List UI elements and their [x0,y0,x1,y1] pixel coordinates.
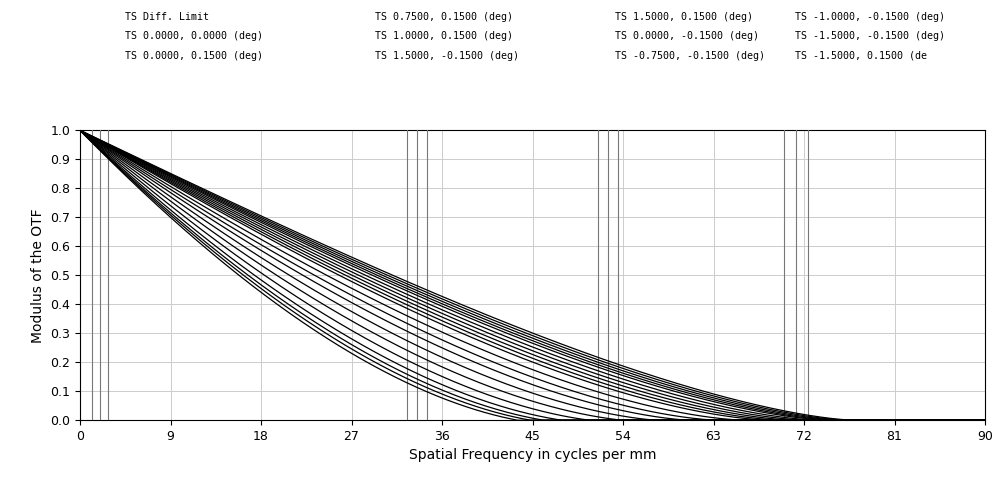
Text: TS 0.0000, -0.1500 (deg): TS 0.0000, -0.1500 (deg) [615,31,759,42]
Text: TS 1.5000, 0.1500 (deg): TS 1.5000, 0.1500 (deg) [615,12,753,22]
Text: TS Diff. Limit: TS Diff. Limit [125,12,209,22]
Text: TS -0.7500, -0.1500 (deg): TS -0.7500, -0.1500 (deg) [615,51,765,61]
Text: TS 1.5000, -0.1500 (deg): TS 1.5000, -0.1500 (deg) [375,51,519,61]
Text: TS 0.0000, 0.1500 (deg): TS 0.0000, 0.1500 (deg) [125,51,263,61]
Text: TS 0.0000, 0.0000 (deg): TS 0.0000, 0.0000 (deg) [125,31,263,42]
X-axis label: Spatial Frequency in cycles per mm: Spatial Frequency in cycles per mm [409,449,656,463]
Text: TS 1.0000, 0.1500 (deg): TS 1.0000, 0.1500 (deg) [375,31,513,42]
Text: TS -1.5000, 0.1500 (de: TS -1.5000, 0.1500 (de [795,51,927,61]
Text: TS 0.7500, 0.1500 (deg): TS 0.7500, 0.1500 (deg) [375,12,513,22]
Text: TS -1.0000, -0.1500 (deg): TS -1.0000, -0.1500 (deg) [795,12,945,22]
Y-axis label: Modulus of the OTF: Modulus of the OTF [31,208,45,342]
Text: TS -1.5000, -0.1500 (deg): TS -1.5000, -0.1500 (deg) [795,31,945,42]
